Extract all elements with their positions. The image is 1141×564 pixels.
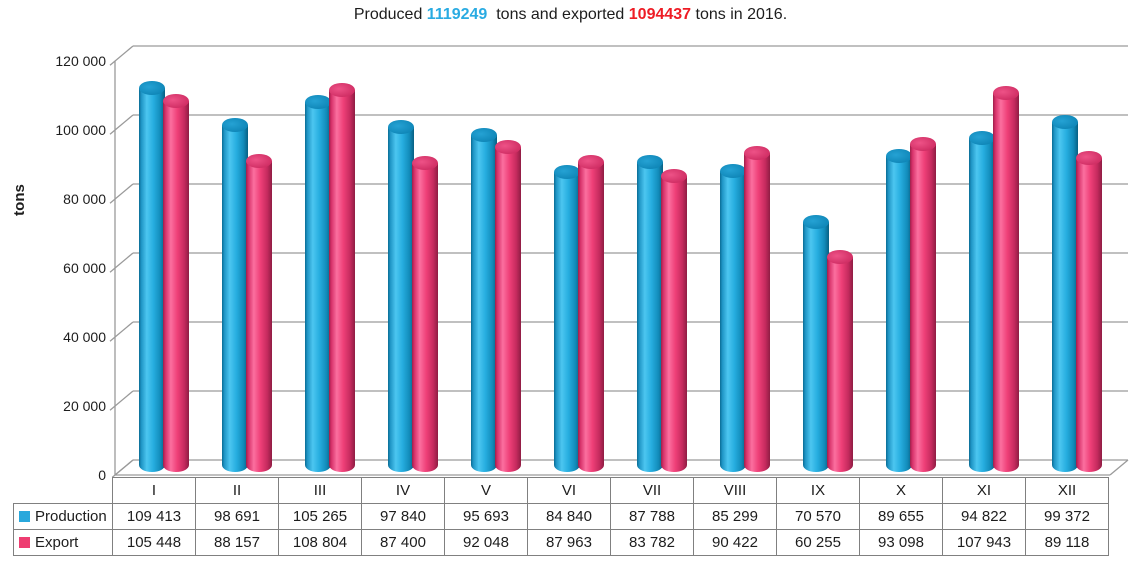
table-cell: 85 299 <box>693 503 777 530</box>
table-cell: 97 840 <box>361 503 445 530</box>
series-name: Production <box>35 508 107 525</box>
table-cell: 92 048 <box>444 529 528 556</box>
table-cell: 88 157 <box>195 529 279 556</box>
bar-production-IV <box>388 120 415 472</box>
table-cell: 95 693 <box>444 503 528 530</box>
bar-export-XI <box>992 85 1019 473</box>
bar-export-IV <box>412 156 439 472</box>
table-cell: 87 963 <box>527 529 611 556</box>
table-cell: 90 422 <box>693 529 777 556</box>
table-cell: 93 098 <box>859 529 943 556</box>
column-header-XI: XI <box>942 477 1026 504</box>
bar-export-VII <box>660 168 687 473</box>
table-cell: 84 840 <box>527 503 611 530</box>
title-segment: tons and exported <box>487 6 629 23</box>
bar-production-XI <box>968 130 995 473</box>
table-cell: 87 400 <box>361 529 445 556</box>
y-axis-title: tons <box>11 184 28 216</box>
y-axis-tick-label: 0 <box>98 467 106 483</box>
bar-production-III <box>305 94 332 473</box>
bar-production-XII <box>1051 115 1078 472</box>
title-segment: 1119249 <box>426 6 488 23</box>
column-header-XII: XII <box>1025 477 1109 504</box>
y-axis-tick-label: 20 000 <box>63 398 106 414</box>
bar-production-VIII <box>719 163 746 473</box>
bar-export-I <box>163 94 190 472</box>
table-cell: 60 255 <box>776 529 860 556</box>
bar-production-X <box>885 148 912 473</box>
series-name: Export <box>35 534 79 551</box>
table-cell: 98 691 <box>195 503 279 530</box>
column-header-IV: IV <box>361 477 445 504</box>
bar-production-I <box>139 80 166 473</box>
bar-production-VII <box>636 155 663 472</box>
bar-production-IX <box>802 214 829 473</box>
y-axis-tick-label: 120 000 <box>55 53 106 69</box>
legend-color-chip-export <box>19 537 30 548</box>
table-cell: 70 570 <box>776 503 860 530</box>
table-cell: 99 372 <box>1025 503 1109 530</box>
column-header-I: I <box>112 477 196 504</box>
bar-export-III <box>329 82 356 473</box>
y-axis-tick-label: 100 000 <box>55 122 106 138</box>
title-segment: 1094437 <box>628 6 692 23</box>
y-axis-tick-label: 80 000 <box>63 191 106 207</box>
table-cell: 94 822 <box>942 503 1026 530</box>
table-cell: 108 804 <box>278 529 362 556</box>
table-cell: 89 655 <box>859 503 943 530</box>
table-row-production: Production 109 413 98 691 105 265 97 840 95 6… <box>13 503 1109 530</box>
title-segment: Produced <box>353 6 427 23</box>
chart-frame-3d <box>109 45 1129 478</box>
y-axis-tick-label: 60 000 <box>63 260 106 276</box>
column-header-V: V <box>444 477 528 504</box>
row-header-production: Production <box>13 503 113 530</box>
table-row-export: Export 105 448 88 157 108 804 87 400 92 048 87… <box>13 529 1109 556</box>
title-segment: tons in 2016. <box>691 6 788 23</box>
table-cell: 109 413 <box>112 503 196 530</box>
bar-production-V <box>471 127 498 473</box>
row-header-export: Export <box>13 529 113 556</box>
table-cell: 83 782 <box>610 529 694 556</box>
table-cell: 105 448 <box>112 529 196 556</box>
bar-export-VI <box>578 154 605 473</box>
column-header-VI: VI <box>527 477 611 504</box>
bar-export-XII <box>1075 150 1102 473</box>
bar-export-X <box>909 136 936 473</box>
table-cell: 89 118 <box>1025 529 1109 556</box>
column-header-II: II <box>195 477 279 504</box>
table-cell: 105 265 <box>278 503 362 530</box>
column-header-IX: IX <box>776 477 860 504</box>
table-cell: 107 943 <box>942 529 1026 556</box>
bar-export-II <box>246 153 273 473</box>
data-table: I II III IV V VI VII VIII IX X XI XII Production 109 … <box>13 477 1109 556</box>
bar-production-II <box>222 117 249 473</box>
column-header-X: X <box>859 477 943 504</box>
column-header-III: III <box>278 477 362 504</box>
bar-export-IX <box>826 250 853 472</box>
table-header-row: I II III IV V VI VII VIII IX X XI XII <box>14 477 1109 504</box>
column-header-VIII: VIII <box>693 477 777 504</box>
chart-title: Produced 1119249 tons and exported 10944… <box>0 5 1141 25</box>
table-cell: 87 788 <box>610 503 694 530</box>
bar-export-VIII <box>743 146 770 472</box>
legend-color-chip-production <box>19 511 30 522</box>
column-header-VII: VII <box>610 477 694 504</box>
bar-export-V <box>495 140 522 472</box>
bar-production-VI <box>554 165 581 472</box>
y-axis-tick-label: 40 000 <box>63 329 106 345</box>
